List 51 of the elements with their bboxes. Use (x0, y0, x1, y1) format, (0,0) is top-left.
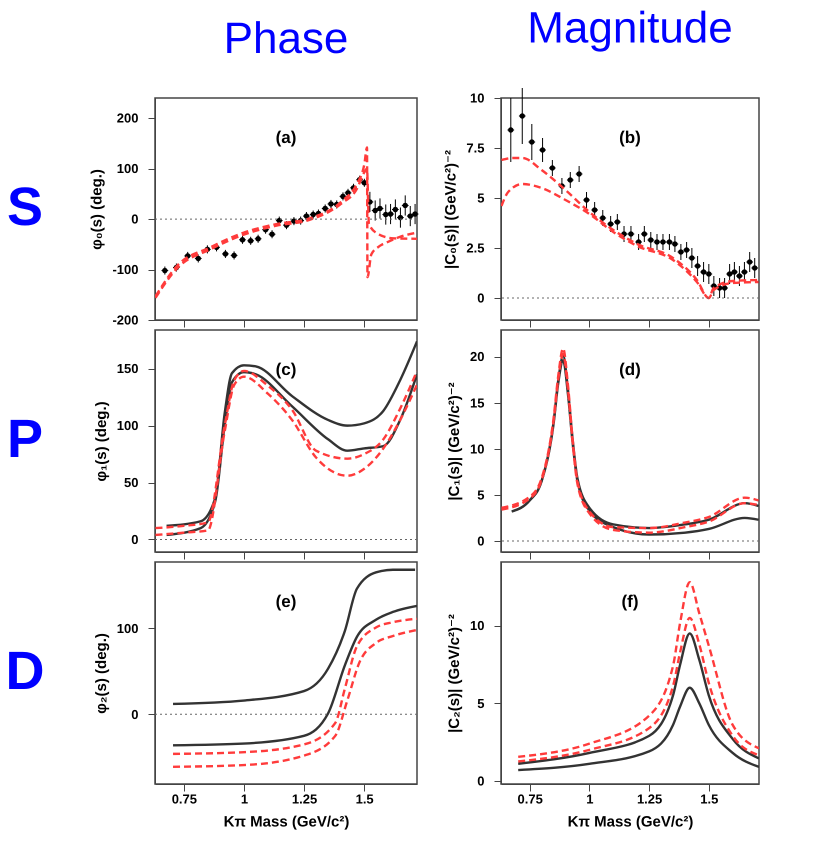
x-axis-title: Kπ Mass (GeV/c²) (224, 814, 350, 830)
annotation: (f) (622, 592, 638, 611)
annotation: (a) (276, 128, 296, 147)
y-axis-title: φ₁(s) (deg.) (92, 401, 110, 482)
x-tick-label: 1 (586, 792, 594, 806)
chart-title: Phase (224, 14, 348, 63)
annotation: (e) (276, 592, 296, 611)
y-tick-label: 0 (131, 532, 138, 547)
y-axis-title: φ₂(s) (deg.) (92, 633, 110, 714)
y-tick-label: 15 (470, 395, 484, 410)
x-tick-label: 1.5 (356, 792, 374, 806)
y-tick-label: 50 (124, 475, 138, 490)
y-tick-label: 0 (131, 212, 138, 227)
y-tick-label: 10 (470, 90, 484, 106)
y-tick-label: 0 (477, 533, 484, 548)
y-tick-label: 100 (116, 620, 138, 636)
y-tick-label: -200 (112, 312, 138, 328)
y-tick-label: 5 (477, 487, 484, 502)
y-tick-label: 20 (470, 349, 484, 364)
y-tick-label: 5 (477, 190, 484, 206)
y-axis-title: φ₀(s) (deg.) (88, 169, 106, 250)
y-tick-label: 100 (116, 161, 138, 176)
x-tick-label: 0.75 (172, 792, 197, 806)
text: P (6, 409, 44, 469)
y-tick-label: 150 (116, 361, 138, 376)
y-tick-label: 2.5 (466, 240, 484, 256)
text: D (6, 641, 44, 701)
text: S (6, 177, 44, 237)
y-tick-label: 5 (477, 696, 484, 711)
y-tick-label: 200 (116, 110, 138, 126)
x-axis-title: Kπ Mass (GeV/c²) (568, 814, 694, 830)
y-tick-label: 10 (470, 618, 484, 634)
y-tick-label: 10 (470, 441, 484, 456)
y-tick-label: 7.5 (466, 140, 484, 156)
x-tick-label: 1 (240, 792, 248, 806)
y-tick-label: -100 (112, 262, 138, 278)
x-tick-label: 1.5 (700, 792, 718, 806)
x-tick-label: 0.75 (518, 792, 543, 806)
y-axis-title: |C₂(s)| (GeV/c²)⁻² (446, 614, 464, 733)
annotation: (d) (619, 360, 641, 379)
y-tick-label: 0 (477, 290, 484, 306)
y-axis-title: |C₁(s)| (GeV/c²)⁻² (446, 382, 464, 501)
annotation: (c) (276, 360, 296, 379)
x-tick-label: 1.25 (636, 792, 662, 806)
y-tick-label: 100 (116, 418, 138, 434)
y-axis-title: |C₀(s)| (GeV/c²)⁻² (442, 150, 460, 269)
annotation: (b) (619, 128, 641, 147)
y-tick-label: 0 (477, 773, 484, 788)
chart-title: Magnitude (527, 4, 733, 52)
x-tick-label: 1.25 (292, 792, 318, 806)
y-tick-label: 0 (131, 706, 138, 722)
